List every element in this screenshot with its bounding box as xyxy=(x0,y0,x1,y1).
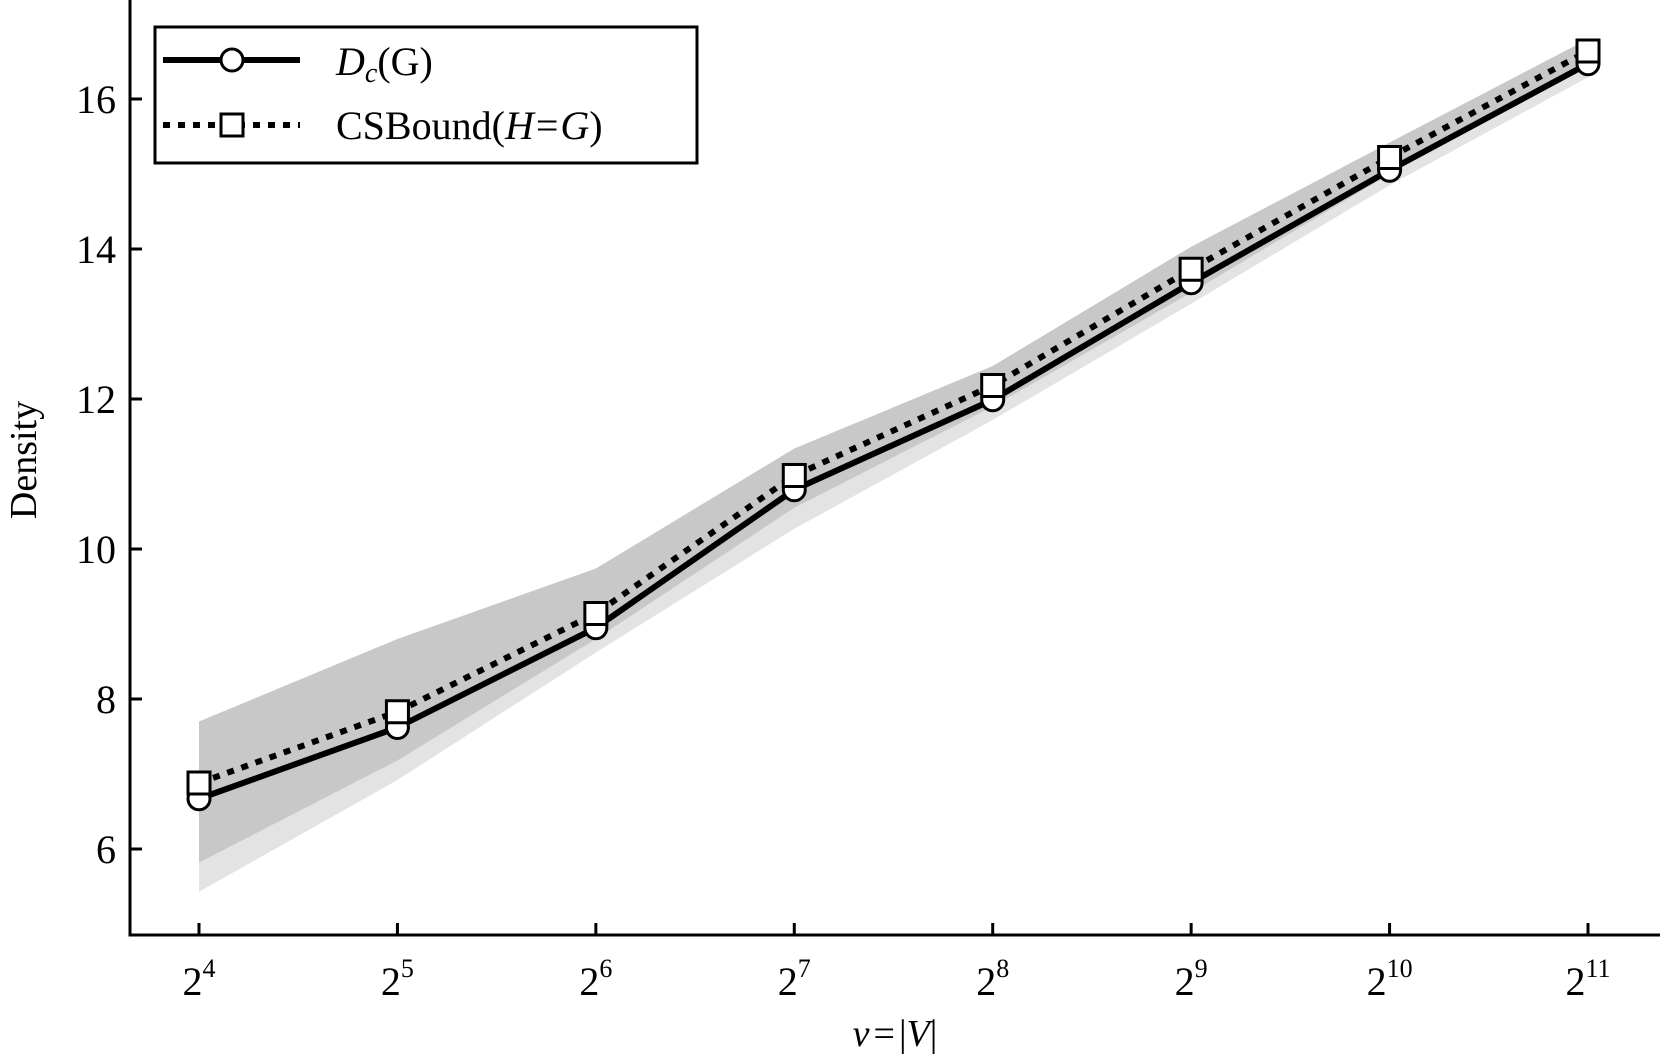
x-tick-label-6: 210 xyxy=(1367,954,1413,1004)
x-tick-label-5: 29 xyxy=(1175,954,1208,1004)
point-series-1-0 xyxy=(186,770,212,796)
point-series-1-1 xyxy=(384,699,410,725)
series-markers xyxy=(186,38,1601,812)
x-tick-label-0: 24 xyxy=(183,954,216,1004)
line-series-1 xyxy=(197,48,1590,786)
point-series-1-6 xyxy=(1377,145,1403,170)
y-ticks: 6 8 10 12 14 16 xyxy=(76,77,142,872)
y-tick-label-6: 6 xyxy=(96,827,116,872)
x-axis-label: v = |V| xyxy=(853,1013,938,1055)
y-axis-label: Density xyxy=(3,401,45,519)
x-tick-label-2: 26 xyxy=(579,954,612,1004)
point-series-1-7 xyxy=(1575,38,1601,64)
y-tick-label-16: 16 xyxy=(76,77,116,122)
y-tick-label-12: 12 xyxy=(76,377,116,422)
legend-box xyxy=(153,25,699,165)
line-series-0 xyxy=(197,61,1590,802)
point-series-1-5 xyxy=(1178,256,1204,282)
legend-marker-square xyxy=(219,112,245,138)
point-series-1-3 xyxy=(781,463,807,488)
x-ticks: 24 25 26 27 28 29 210 211 xyxy=(183,923,1611,1004)
x-tick-label-3: 27 xyxy=(778,954,811,1004)
legend-label-dc: Dc(G) xyxy=(335,39,433,89)
y-tick-label-10: 10 xyxy=(76,527,116,572)
y-tick-label-8: 8 xyxy=(96,677,116,722)
point-series-1-2 xyxy=(583,601,609,626)
legend-marker-circle xyxy=(219,47,245,73)
band-series-1 xyxy=(199,39,1588,863)
legend: Dc(G) CSBound(H=G) xyxy=(153,25,699,165)
series-lines xyxy=(197,48,1590,802)
x-tick-label-4: 28 xyxy=(976,954,1009,1004)
y-tick-label-14: 14 xyxy=(76,227,116,272)
x-tick-label-1: 25 xyxy=(381,954,414,1004)
x-tick-label-7: 211 xyxy=(1565,954,1610,1004)
point-series-1-4 xyxy=(980,373,1006,398)
confidence-bands xyxy=(199,39,1588,892)
legend-label-csbound: CSBound(H=G) xyxy=(336,103,603,148)
